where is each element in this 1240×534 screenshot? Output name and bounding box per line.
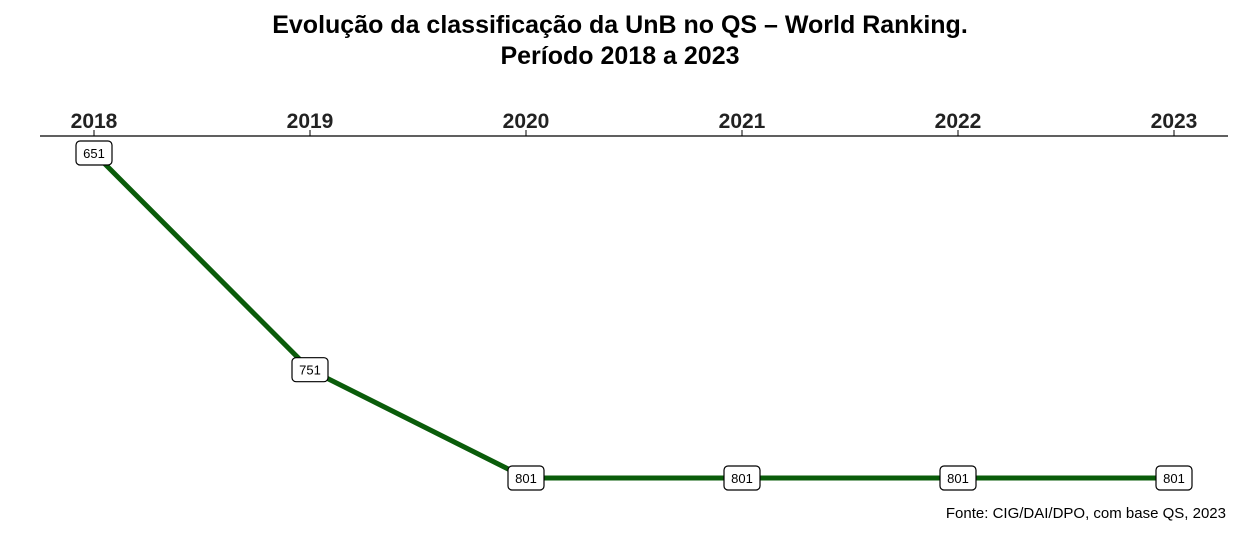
x-tick-label: 2022 [935,110,982,133]
data-label: 751 [299,363,321,378]
chart-title-line2: Período 2018 a 2023 [500,42,740,70]
data-label: 651 [83,146,105,161]
data-label-box [723,465,761,491]
data-label-box [1155,465,1193,491]
x-tick-label: 2021 [719,110,766,133]
data-label: 801 [515,471,537,486]
data-label-box [939,465,977,491]
data-label-box [75,140,113,166]
chart-title-line1: Evolução da classificação da UnB no QS –… [272,11,968,39]
data-label: 801 [731,471,753,486]
data-label-box [507,465,545,491]
source-note: Fonte: CIG/DAI/DPO, com base QS, 2023 [945,505,1226,522]
x-tick-label: 2019 [287,110,334,133]
series-line [91,150,1177,481]
data-label: 801 [1163,471,1185,486]
x-tick-label: 2018 [71,110,118,133]
data-label-box [291,357,329,383]
data-label: 801 [947,471,969,486]
x-tick-label: 2023 [1151,110,1198,133]
x-tick-label: 2020 [503,110,550,133]
